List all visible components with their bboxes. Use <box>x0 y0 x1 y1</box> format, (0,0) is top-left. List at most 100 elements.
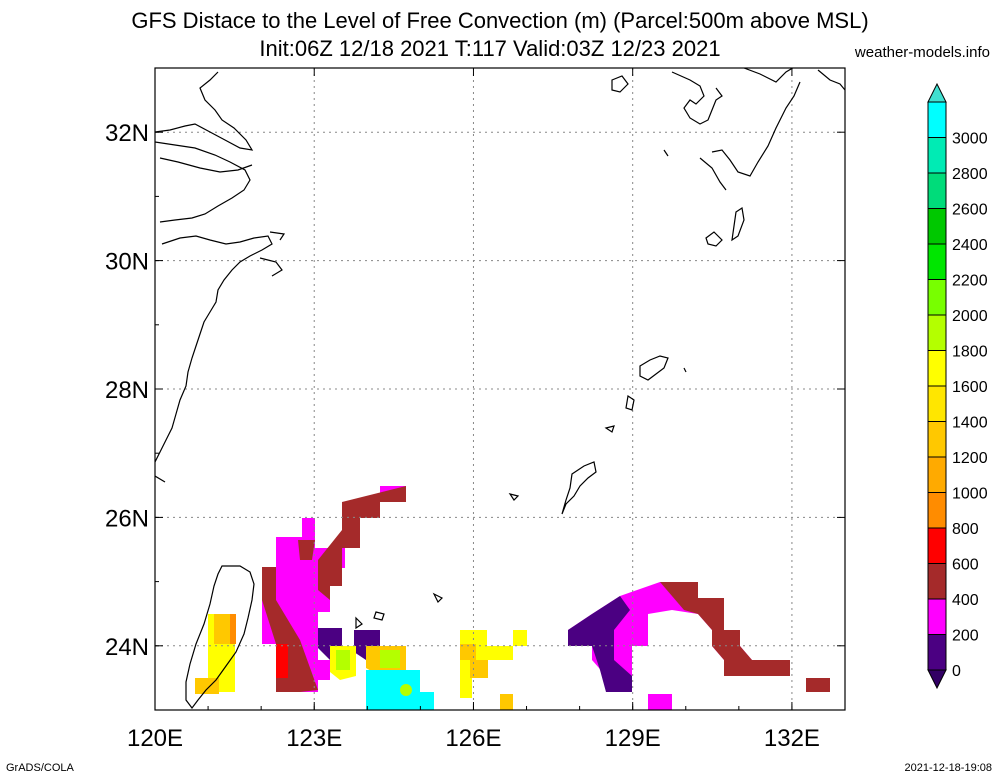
island-coast <box>355 616 363 630</box>
colorbar-label: 1800 <box>952 344 988 361</box>
taiwan-coast <box>185 565 255 709</box>
coastline-path <box>155 475 166 483</box>
colorbar-label: 2600 <box>952 202 988 219</box>
colorbar-label: 1000 <box>952 486 988 503</box>
field-patch <box>298 540 315 560</box>
colorbar-swatch <box>927 101 947 138</box>
colorbar: 0 200 400 600 800 1000 1200 1400 1600 1800 2000 220… <box>927 82 988 690</box>
colorbar-swatch <box>927 385 947 422</box>
colorbar-label: 1200 <box>952 450 988 467</box>
colorbar-swatch <box>927 634 947 671</box>
coastline-path <box>155 141 251 223</box>
footer-right: 2021-12-18-19:08 <box>904 762 992 774</box>
field-patch <box>513 630 527 646</box>
colorbar-label: 1600 <box>952 379 988 396</box>
field-patch <box>400 684 412 696</box>
x-tick-label: 120E <box>127 725 183 752</box>
field-patch <box>660 582 790 676</box>
coast-northeast <box>817 69 845 91</box>
site-label: weather-models.info <box>854 44 990 61</box>
coastline-path <box>259 257 283 277</box>
island-coast <box>683 367 687 373</box>
coastline-path <box>159 157 253 173</box>
colorbar-swatch <box>927 350 947 387</box>
y-tick-label: 28N <box>105 377 149 404</box>
x-tick-label: 129E <box>605 725 661 752</box>
island-coast <box>663 149 669 157</box>
island-coast <box>705 231 723 247</box>
field-patch <box>500 694 513 710</box>
coast-northeast <box>743 68 794 83</box>
x-tick-label: 126E <box>445 725 501 752</box>
shaded-field <box>195 486 830 710</box>
field-patch <box>487 646 513 660</box>
island-coast <box>731 206 745 242</box>
field-patch <box>568 596 632 692</box>
x-tick-label: 123E <box>286 725 342 752</box>
field-patch <box>230 614 236 644</box>
island-coast <box>432 592 444 604</box>
footer-left: GrADS/COLA <box>6 762 74 774</box>
colorbar-swatch <box>927 421 947 458</box>
y-tick-label: 26N <box>105 505 149 532</box>
amami-coast <box>639 355 669 381</box>
field-patch <box>632 646 648 660</box>
colorbar-label: 200 <box>952 628 979 645</box>
colorbar-swatch <box>927 563 947 600</box>
map-subtitle: Init:06Z 12/18 2021 T:117 Valid:03Z 12/2… <box>259 36 721 61</box>
y-tick-label: 30N <box>105 249 149 276</box>
colorbar-swatch <box>927 137 947 174</box>
y-axis: 24N 26N 28N 30N 32N <box>105 67 845 711</box>
island-coast <box>625 394 635 411</box>
island-coast <box>508 493 520 501</box>
colorbar-label: 3000 <box>952 131 988 148</box>
grid-lines <box>155 68 845 710</box>
kyushu-south-coast <box>711 81 801 177</box>
colorbar-label: 2200 <box>952 273 988 290</box>
colorbar-label: 600 <box>952 557 979 574</box>
colorbar-swatch <box>927 527 947 564</box>
colorbar-label: 2800 <box>952 166 988 183</box>
colorbar-label: 800 <box>952 521 979 538</box>
colorbar-label: 2000 <box>952 308 988 325</box>
colorbar-label: 1400 <box>952 415 988 432</box>
colorbar-label: 2400 <box>952 237 988 254</box>
colorbar-under-triangle <box>927 669 947 690</box>
island-coast <box>604 425 615 433</box>
field-patch <box>195 678 219 694</box>
field-patch <box>806 678 830 692</box>
field-patch <box>470 660 488 678</box>
coastline-path <box>269 231 286 241</box>
field-patch <box>276 644 288 678</box>
field-patch <box>336 650 350 670</box>
kyushu-coast <box>671 71 723 125</box>
colorbar-swatch <box>927 598 947 635</box>
field-patch <box>380 650 400 668</box>
colorbar-swatch <box>927 172 947 209</box>
colorbar-label: 0 <box>952 663 961 680</box>
island-coast <box>611 75 629 93</box>
colorbar-over-triangle <box>927 82 947 103</box>
x-axis: 120E 123E 126E 129E 132E <box>127 68 846 752</box>
map-title: GFS Distace to the Level of Free Convect… <box>131 8 869 33</box>
field-patch <box>214 614 235 644</box>
coastline-path <box>155 71 254 151</box>
island-coast <box>373 611 385 621</box>
field-patch <box>460 678 472 698</box>
colorbar-swatch <box>927 456 947 493</box>
coastline-path <box>155 235 273 463</box>
colorbar-swatch <box>927 243 947 280</box>
y-tick-label: 32N <box>105 120 149 147</box>
field-patch <box>648 694 672 710</box>
colorbar-swatch <box>927 279 947 316</box>
okinawa-coast <box>561 461 597 515</box>
y-tick-label: 24N <box>105 634 149 661</box>
coastlines <box>155 68 845 709</box>
colorbar-swatch <box>927 314 947 351</box>
colorbar-label: 400 <box>952 592 979 609</box>
colorbar-swatch <box>927 492 947 529</box>
field-patch <box>318 486 406 600</box>
x-tick-label: 132E <box>764 725 820 752</box>
field-patch <box>460 644 476 660</box>
